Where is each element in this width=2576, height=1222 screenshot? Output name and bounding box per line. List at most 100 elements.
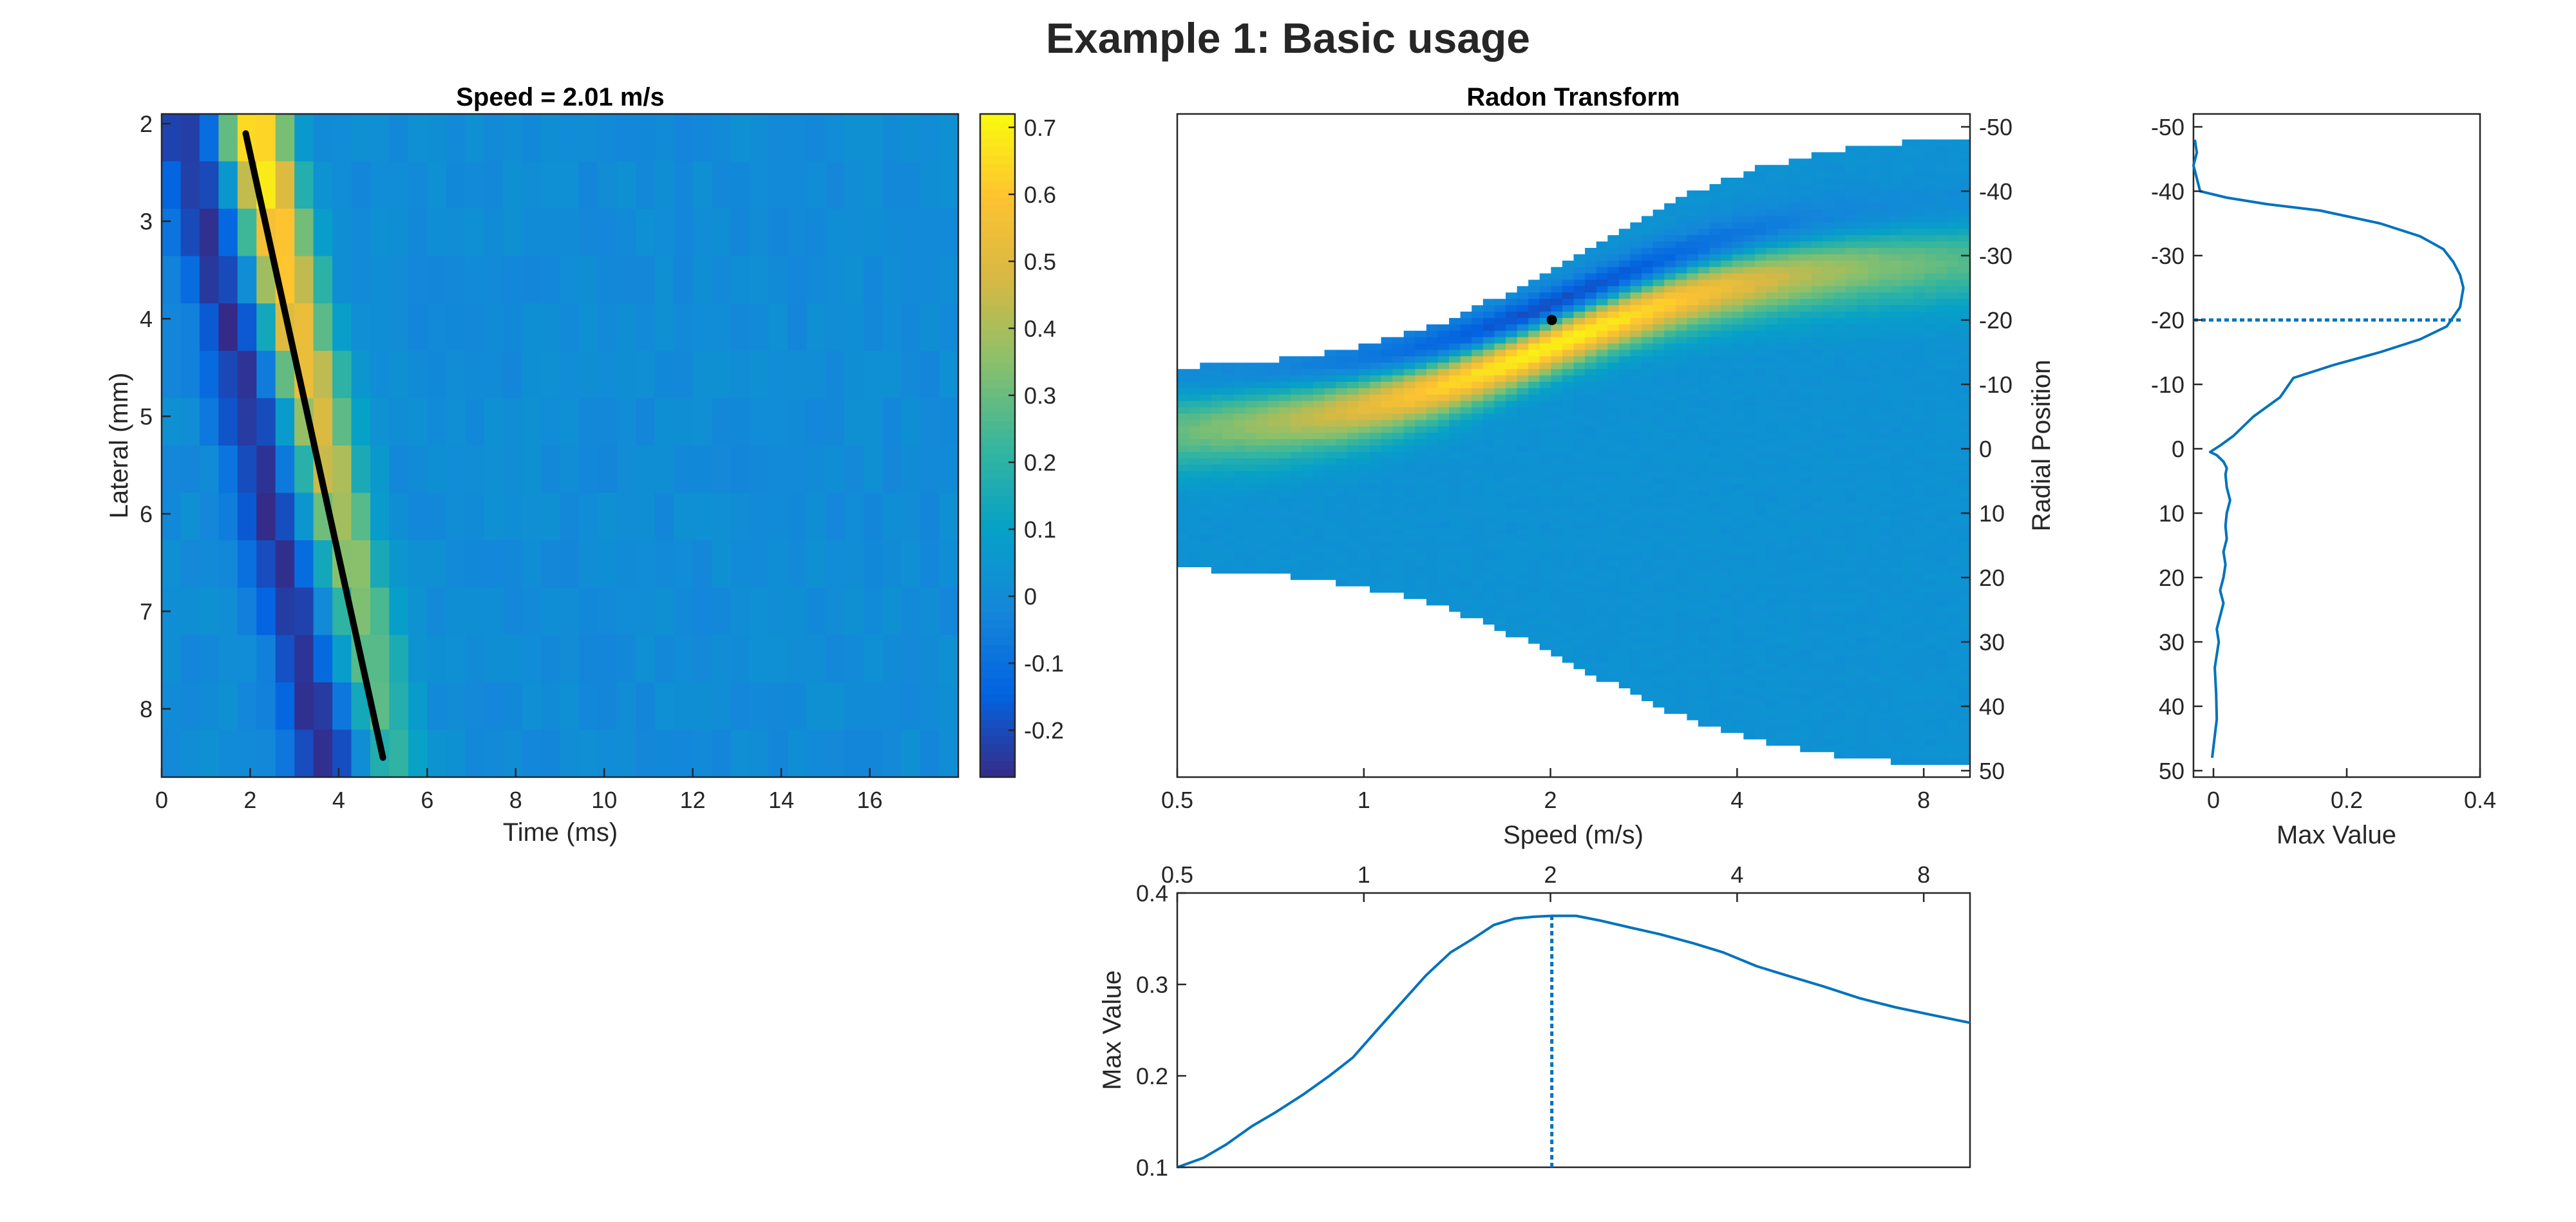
radon-cell bbox=[1460, 547, 1472, 555]
radon-cell bbox=[1573, 279, 1586, 287]
radon-cell bbox=[1913, 451, 1926, 459]
radon-cell bbox=[1766, 707, 1778, 714]
radon-cell bbox=[1630, 400, 1642, 408]
radon-cell bbox=[1823, 515, 1835, 523]
radon-cell bbox=[1302, 534, 1314, 542]
radon-cell bbox=[1743, 547, 1756, 555]
radon-cell bbox=[1245, 451, 1257, 459]
speed-image-cell bbox=[313, 540, 333, 588]
speed-image-cell bbox=[446, 729, 466, 778]
radon-cell bbox=[1336, 388, 1348, 395]
radon-cell bbox=[1472, 458, 1484, 465]
radon-cell bbox=[1347, 433, 1359, 440]
radon-cell bbox=[1233, 477, 1246, 485]
speed-image-cell bbox=[180, 303, 200, 352]
radon-cell bbox=[1777, 509, 1790, 516]
radon-cell bbox=[1902, 643, 1914, 650]
radon-cell bbox=[1358, 426, 1370, 433]
speed-image-cell bbox=[332, 729, 352, 778]
radon-cell bbox=[1585, 446, 1597, 453]
radon-cell bbox=[1754, 490, 1767, 497]
radon-cell bbox=[1788, 681, 1801, 689]
radon-cell bbox=[1313, 471, 1325, 478]
speed-image-cell bbox=[598, 446, 618, 494]
radon-cell bbox=[1687, 534, 1699, 542]
radon-cell bbox=[1811, 312, 1824, 319]
radon-cell bbox=[1698, 700, 1710, 708]
speed-image-cell bbox=[408, 587, 428, 636]
radon-cell bbox=[1857, 178, 1869, 185]
radon-cell bbox=[1868, 324, 1880, 332]
speed-image-cell bbox=[199, 682, 220, 731]
radon-cell bbox=[1879, 585, 1891, 593]
radon-cell bbox=[1936, 324, 1948, 332]
radon-cell bbox=[1460, 515, 1472, 523]
radon-cell bbox=[1585, 356, 1597, 363]
radon-cell bbox=[1618, 598, 1631, 606]
radon-cell bbox=[1539, 407, 1552, 415]
speed-image-cell bbox=[768, 682, 788, 731]
radon-cell bbox=[1506, 496, 1518, 503]
radon-cell bbox=[1437, 598, 1450, 606]
radon-cell bbox=[1857, 484, 1869, 491]
radon-cell bbox=[1517, 471, 1529, 478]
radon-cell bbox=[1868, 248, 1880, 255]
radon-cell bbox=[1902, 579, 1914, 587]
radon-cell bbox=[1302, 541, 1314, 549]
speed-image-cell bbox=[616, 540, 637, 588]
radon-cell bbox=[1426, 560, 1439, 567]
radon-cell bbox=[1585, 254, 1597, 261]
radon-cell bbox=[1879, 439, 1891, 446]
radon-cell bbox=[1936, 190, 1948, 198]
radon-cell bbox=[1528, 528, 1540, 536]
speed-image-cell bbox=[939, 256, 959, 305]
radon-cell bbox=[1902, 394, 1914, 402]
radon-cell bbox=[1732, 522, 1745, 529]
radon-cell bbox=[1777, 273, 1790, 281]
radon-cell bbox=[1687, 413, 1699, 421]
radon-cell bbox=[1879, 330, 1891, 338]
colorbar-segment bbox=[980, 247, 1015, 256]
radon-cell bbox=[1347, 407, 1359, 415]
radon-cell bbox=[1222, 554, 1235, 561]
radon-cell bbox=[1539, 369, 1552, 376]
radon-cell bbox=[1494, 382, 1506, 389]
speed-image-cell bbox=[901, 729, 921, 778]
radon-cell bbox=[1528, 560, 1540, 567]
colorbar-frame bbox=[979, 113, 1016, 778]
radon-cell bbox=[1415, 420, 1427, 428]
speed-image-cell bbox=[370, 303, 390, 352]
radon-cell bbox=[1721, 446, 1733, 453]
radon-cell bbox=[1698, 254, 1710, 261]
speed-image-cell bbox=[598, 682, 618, 731]
speed-image-cell bbox=[598, 209, 618, 257]
speed-image-cell bbox=[199, 493, 220, 541]
radon-cell bbox=[1370, 509, 1382, 516]
speed-image-cell bbox=[560, 256, 580, 305]
radon-cell bbox=[1403, 464, 1416, 472]
radon-cell bbox=[1834, 222, 1846, 230]
speed-image-cell bbox=[825, 729, 846, 778]
radon-cell bbox=[1902, 299, 1914, 306]
radon-cell bbox=[1890, 209, 1903, 217]
speed-image-cell bbox=[712, 398, 732, 446]
radon-cell bbox=[1562, 369, 1575, 376]
radon-cell bbox=[1823, 503, 1835, 510]
radon-cell bbox=[1607, 446, 1620, 453]
radon-cell bbox=[1245, 522, 1257, 529]
radon-cell bbox=[1788, 732, 1801, 740]
radon-cell bbox=[1358, 388, 1370, 395]
radon-cell bbox=[1675, 299, 1688, 306]
radon-cell bbox=[1823, 273, 1835, 281]
radon-cell bbox=[1336, 464, 1348, 472]
radon-cell bbox=[1426, 420, 1439, 428]
radon-cell bbox=[1902, 260, 1914, 268]
radon-cell bbox=[1642, 688, 1654, 695]
radon-cell bbox=[1687, 279, 1699, 287]
radon-cell bbox=[1743, 719, 1756, 727]
radon-cell bbox=[1437, 375, 1450, 382]
radon-cell bbox=[1857, 203, 1869, 211]
radon-cell bbox=[1913, 388, 1926, 395]
radon-cell bbox=[1596, 292, 1609, 299]
radon-cell bbox=[1913, 158, 1926, 165]
